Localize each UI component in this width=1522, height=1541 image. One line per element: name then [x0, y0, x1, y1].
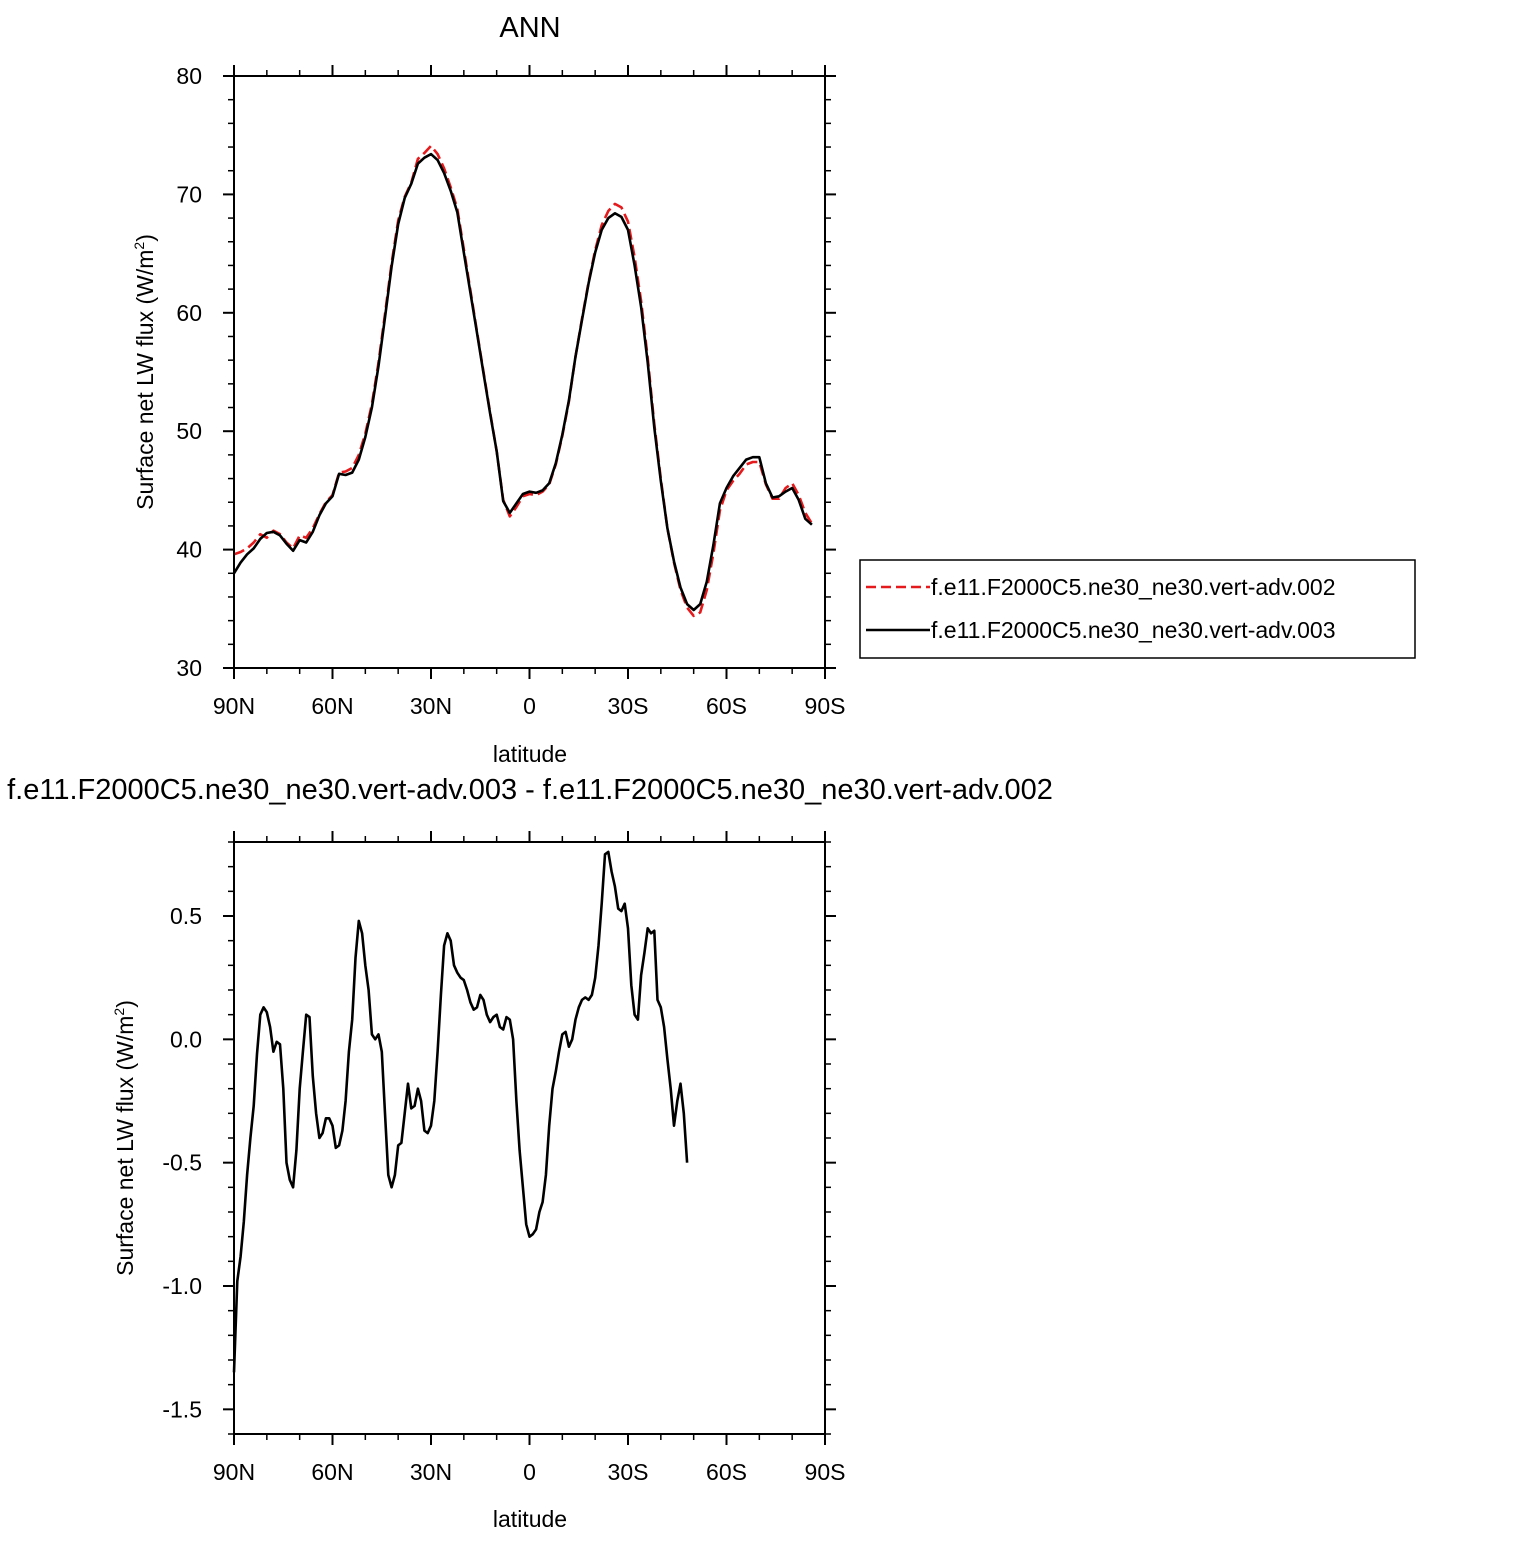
top-chart-title: ANN [499, 12, 560, 44]
top-plot-area: 90N 60N 30N 0 30S 60S 90S 30 40 50 60 70 80 [176, 63, 845, 719]
bottom-x-tick-label: 60N [311, 1459, 353, 1485]
bottom-y-axis-label-sup: 2 [111, 1008, 127, 1016]
legend-entry-002: f.e11.F2000C5.ne30_ne30.vert-adv.002 [931, 574, 1336, 600]
top-x-tick-label: 90N [213, 693, 255, 719]
legend: f.e11.F2000C5.ne30_ne30.vert-adv.002 f.e… [859, 559, 1416, 659]
top-y-axis-label-sup: 2 [131, 242, 147, 250]
top-x-axis-label: latitude [493, 741, 567, 767]
bottom-y-tick-label: 0.0 [170, 1026, 202, 1052]
top-y-tick-label: 80 [176, 63, 202, 89]
legend-entry-003: f.e11.F2000C5.ne30_ne30.vert-adv.003 [931, 617, 1336, 643]
top-x-tick-label: 90S [805, 693, 846, 719]
bottom-series-line-1 [232, 850, 689, 1373]
bottom-x-tick-label: 30N [410, 1459, 452, 1485]
bottom-x-tick-label: 60S [706, 1459, 747, 1485]
bottom-x-tick-label: 90S [805, 1459, 846, 1485]
bottom-x-tick-label: 90N [213, 1459, 255, 1485]
bottom-chart: f.e11.F2000C5.ne30_ne30.vert-adv.003 - f… [7, 774, 1053, 1532]
bottom-y-tick-label: -1.5 [162, 1396, 202, 1422]
bottom-y-tick-label: 0.5 [170, 903, 202, 929]
top-x-tick-label: 60N [311, 693, 353, 719]
bottom-chart-title: f.e11.F2000C5.ne30_ne30.vert-adv.003 - f… [7, 774, 1053, 806]
bottom-x-tick-label: 0 [523, 1459, 536, 1485]
bottom-x-tick-label: 30S [608, 1459, 649, 1485]
top-y-tick-label: 70 [176, 181, 202, 207]
top-y-tick-label: 50 [176, 418, 202, 444]
top-x-tick-label: 60S [706, 693, 747, 719]
top-x-tick-label: 0 [523, 693, 536, 719]
top-y-axis-label-main: Surface net LW flux (W/m [132, 250, 158, 510]
top-x-tick-label: 30N [410, 693, 452, 719]
legend-box [859, 559, 1416, 659]
top-y-tick-label: 40 [176, 537, 202, 563]
bottom-y-axis-label-main: Surface net LW flux (W/m [112, 1016, 138, 1276]
top-y-tick-label: 30 [176, 655, 202, 681]
top-x-tick-label: 30S [608, 693, 649, 719]
top-plot-frame [233, 75, 826, 669]
top-y-tick-label: 60 [176, 300, 202, 326]
bottom-y-axis-label-close: ) [112, 1000, 138, 1008]
bottom-x-axis-label: latitude [493, 1506, 567, 1532]
bottom-y-tick-label: -0.5 [162, 1150, 202, 1176]
bottom-y-tick-label: -1.0 [162, 1273, 202, 1299]
bottom-plot-frame [233, 841, 826, 1435]
top-chart: ANN 90N 60N 30N 0 30S 60S 90S 30 40 50 60 70 80 lati… [131, 12, 1416, 767]
top-series-line-2 [232, 152, 813, 612]
bottom-y-axis-label: Surface net LW flux (W/m2) [111, 1000, 138, 1276]
top-y-axis-label: Surface net LW flux (W/m2) [131, 234, 158, 510]
top-y-axis-label-close: ) [132, 234, 158, 242]
